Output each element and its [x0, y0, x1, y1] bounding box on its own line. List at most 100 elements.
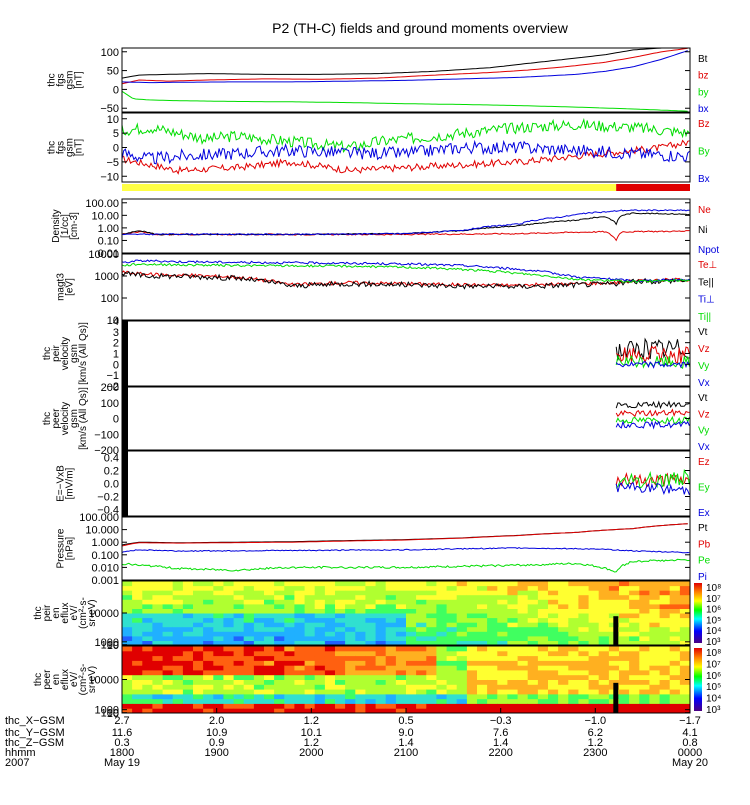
legend-label: Bz — [698, 119, 710, 130]
spectrogram-cell — [193, 698, 204, 704]
spectrogram-cell — [477, 603, 488, 609]
spectrogram-cell — [294, 613, 305, 619]
spectrogram-cell — [122, 581, 133, 587]
spectrogram-cells — [122, 581, 690, 645]
spectrogram-cell — [335, 669, 346, 676]
y-tick-label: 10.00 — [91, 210, 119, 222]
spectrogram-cell — [679, 608, 690, 614]
spectrogram-cell — [365, 665, 376, 671]
y-tick-label: 100.00 — [85, 198, 119, 210]
spectrogram-cell — [639, 631, 650, 637]
spectrogram-cell — [406, 674, 417, 680]
spectrogram-cell — [558, 590, 569, 596]
spectrogram-cell — [314, 698, 326, 704]
colorbar — [694, 583, 702, 643]
spectrogram-cell — [172, 655, 184, 661]
spectrogram-cell — [264, 594, 275, 600]
spectrogram-cell — [385, 674, 397, 680]
spectrogram-cell — [558, 684, 569, 690]
spectrogram-cell — [517, 708, 529, 713]
spectrogram-cell — [355, 631, 366, 637]
spectrogram-cell — [629, 613, 640, 619]
spectrogram-cell — [456, 626, 468, 632]
spectrogram-cell — [466, 669, 478, 676]
panel-frame — [121, 320, 691, 387]
spectrogram-cell — [345, 660, 356, 666]
spectrogram-cell — [294, 665, 305, 671]
legend-label: Ex — [698, 508, 710, 519]
spectrogram-cell — [588, 603, 600, 609]
spectrogram-cell — [619, 613, 630, 619]
spectrogram-cell — [588, 660, 600, 666]
spectrogram-cell — [568, 617, 579, 623]
spectrogram-cell — [619, 650, 630, 657]
spectrogram-cell — [598, 708, 610, 713]
x-tick-label: 2.7 — [114, 715, 129, 727]
spectrogram-cell — [152, 622, 163, 628]
spectrogram-cell — [639, 693, 650, 700]
spectrogram-cell — [629, 669, 640, 676]
spectrogram-cell — [233, 669, 245, 676]
spectrogram-cell — [395, 679, 407, 685]
spectrogram-cell — [284, 622, 295, 628]
spectrogram-cell — [324, 684, 336, 690]
spectrogram-cell — [619, 594, 630, 600]
spectrogram-cell — [152, 594, 163, 600]
spectrogram-cell — [395, 594, 407, 600]
spectrogram-cell — [335, 590, 346, 596]
spectrogram-cell — [193, 665, 204, 671]
spectrogram-cell — [162, 655, 174, 661]
x-axis-labels: thc_X−GSMthc_Y−GSMthc_Z−GSMhhmm20072.711… — [5, 708, 708, 769]
spectrogram-cell — [142, 617, 153, 623]
spectrogram-cell — [507, 708, 518, 713]
spectrogram-cell — [578, 655, 589, 661]
series-line-Ne — [122, 230, 690, 242]
spectrogram-cell — [548, 631, 559, 637]
legend-label: Ni — [698, 225, 707, 236]
spectrogram-cell — [324, 631, 336, 637]
spectrogram-cell — [243, 703, 255, 709]
x-tick-label: 1.2 — [304, 715, 319, 727]
spectrogram-cell — [314, 590, 326, 596]
spectrogram-cell — [497, 646, 508, 652]
spectrogram-cell — [284, 585, 295, 591]
spectrogram-cell — [345, 626, 356, 632]
spectrogram-cell — [355, 693, 366, 700]
spectrogram-cell — [294, 655, 305, 661]
y-axis-label-line: gsm — [65, 138, 76, 157]
spectrogram-cell — [679, 693, 690, 700]
spectrogram-cell — [223, 674, 234, 680]
y-axis-label-line: eV/ — [69, 605, 80, 620]
spectrogram-cell — [426, 689, 437, 695]
spectrogram-cell — [132, 626, 143, 632]
spectrogram-cell — [416, 626, 427, 632]
y-tick-label: 1.000 — [91, 537, 119, 549]
spectrogram-cell — [223, 585, 234, 591]
y-tick-label: −100 — [94, 429, 119, 441]
spectrogram-cell — [274, 646, 285, 652]
spectrogram-cell — [355, 635, 366, 641]
spectrogram-cell — [355, 594, 366, 600]
spectrogram-cell — [588, 703, 600, 709]
spectrogram-cell — [639, 590, 650, 596]
spectrogram-cell — [142, 650, 153, 657]
spectrogram-cell — [537, 660, 549, 666]
spectrogram-cell — [568, 608, 579, 614]
y-axis-label-line: E=−VxB — [56, 465, 67, 502]
spectrogram-cell — [436, 594, 447, 600]
spectrogram-cell — [314, 655, 326, 661]
legend-label: By — [698, 147, 710, 158]
spectrogram-cell — [426, 635, 437, 641]
spectrogram-cell — [345, 703, 356, 709]
spectrogram-cell — [304, 585, 316, 591]
panel-frame — [121, 112, 691, 183]
spectrogram-cell — [477, 650, 488, 657]
spectrogram-cell — [426, 693, 437, 700]
colorbar-label: 10⁴ — [706, 626, 721, 637]
legend-label: bz — [698, 71, 709, 82]
legend-label: Npot — [698, 245, 719, 256]
spectrogram-cell — [243, 631, 255, 637]
spectrogram-cell — [588, 650, 600, 657]
spectrogram-cell — [142, 698, 153, 704]
spectrogram-cell — [395, 684, 407, 690]
